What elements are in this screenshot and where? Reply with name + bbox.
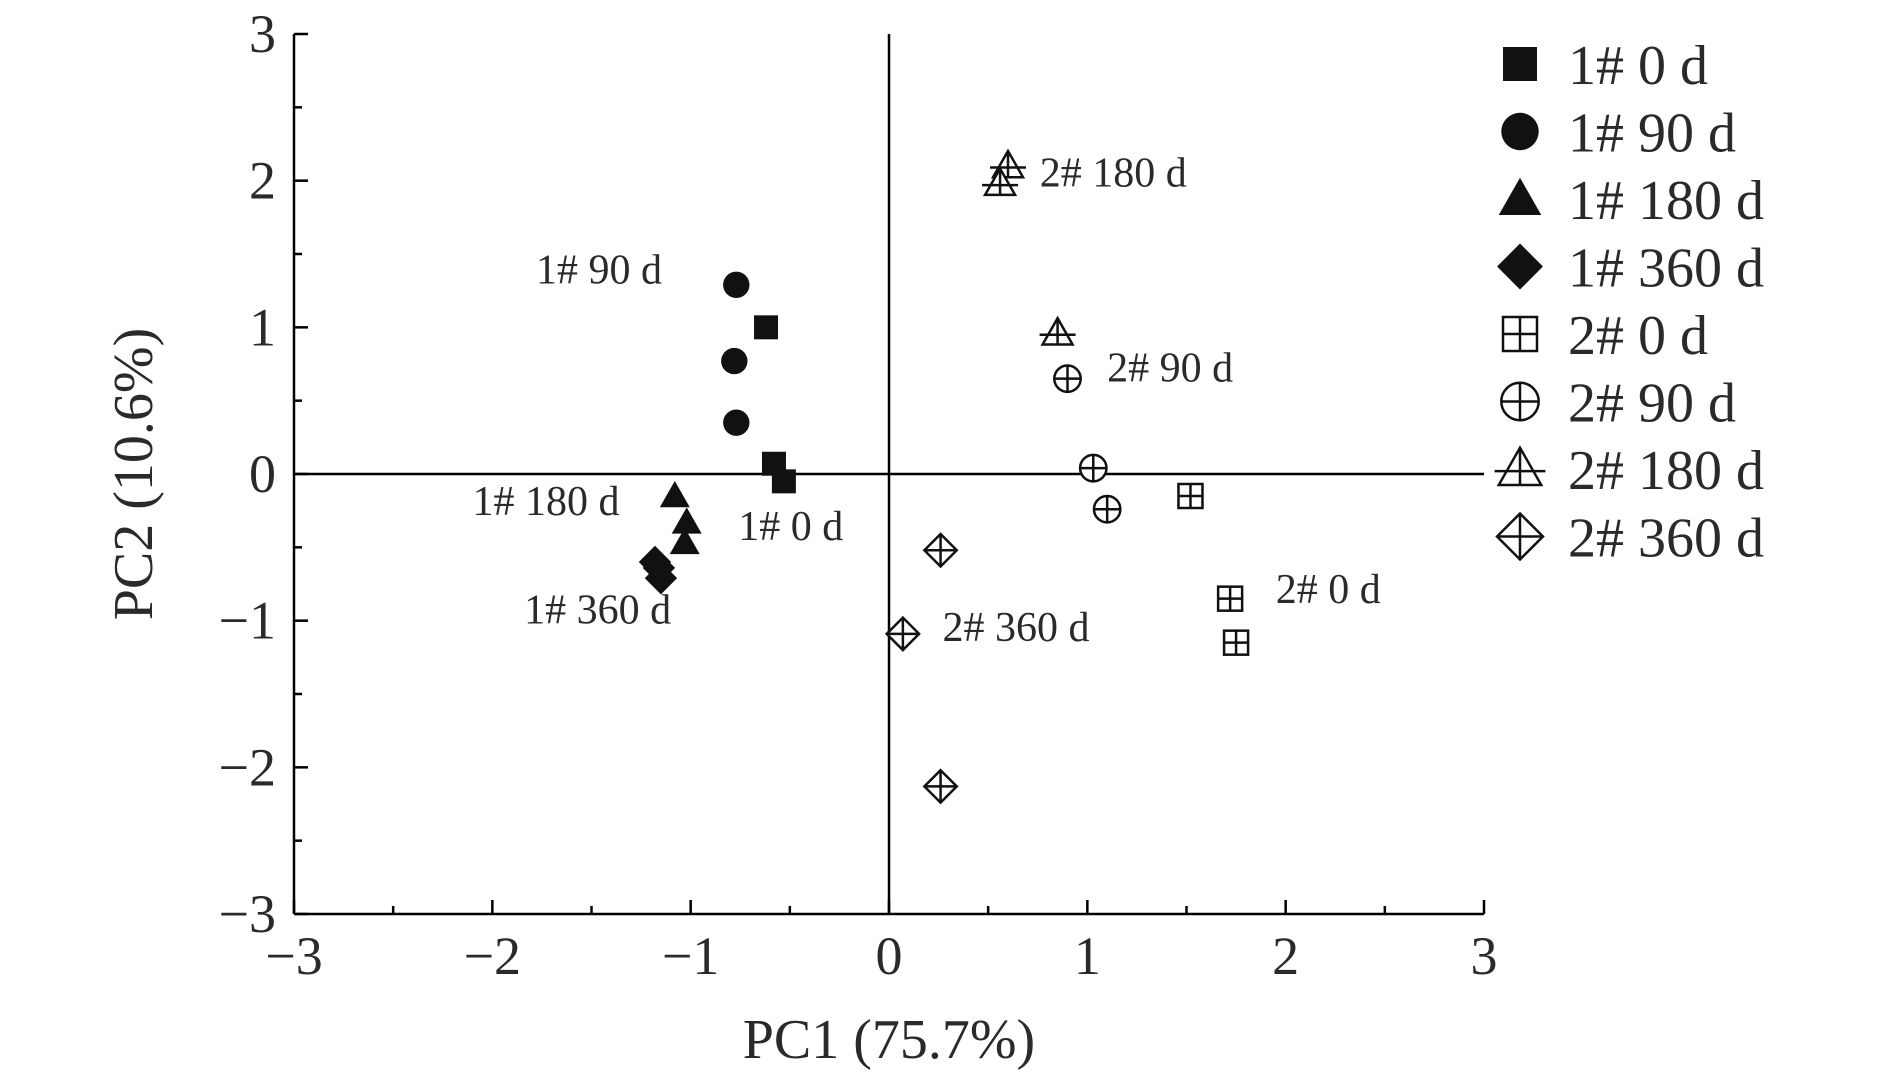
data-point-sample1-circle — [723, 409, 750, 436]
x-tick-label: −1 — [662, 926, 719, 986]
point-annotation: 2# 90 d — [1107, 346, 1233, 392]
data-point-sample1-square — [771, 469, 796, 494]
legend-marker-triangle — [1494, 445, 1546, 487]
data-point-sample2-diamond — [884, 615, 921, 652]
y-tick-label: 0 — [249, 444, 276, 504]
legend-marker-triangle — [1498, 177, 1542, 215]
legend-label: 1# 360 d — [1568, 238, 1764, 300]
data-point-sample2-circle — [1053, 364, 1082, 394]
legend: 1# 0 d1# 90 d1# 180 d1# 360 d2# 0 d2# 90… — [1494, 35, 1764, 570]
legend-marker-circle — [1500, 381, 1540, 422]
legend-label: 2# 0 d — [1568, 305, 1708, 367]
y-tick-label: −1 — [219, 591, 276, 651]
legend-item: 2# 90 d — [1500, 373, 1736, 435]
legend-item: 1# 360 d — [1497, 238, 1764, 300]
legend-marker-square — [1503, 47, 1537, 81]
y-tick-label: −2 — [219, 737, 276, 797]
data-point-sample2-square — [1222, 629, 1250, 656]
legend-item: 2# 360 d — [1495, 508, 1764, 570]
legend-item: 2# 180 d — [1494, 440, 1764, 502]
data-point-sample1-triangle — [671, 507, 702, 534]
x-tick-label: −3 — [265, 926, 322, 986]
data-point-sample1-circle — [723, 271, 750, 298]
x-tick-label: 2 — [1272, 926, 1299, 986]
point-annotation: 1# 0 d — [738, 504, 843, 550]
point-annotations: 1# 90 d 1# 180 d 1# 0 d 1# 360 d 2# 180 d 2# … — [473, 151, 1381, 652]
data-point-sample1-triangle — [659, 481, 690, 508]
legend-label: 1# 0 d — [1568, 35, 1708, 97]
legend-label: 2# 90 d — [1568, 373, 1736, 435]
data-point-sample2-circle — [1092, 494, 1122, 524]
tick-marks — [292, 32, 1486, 916]
x-tick-label: 1 — [1074, 926, 1101, 986]
data-point-sample2-circle — [1078, 453, 1108, 483]
data-point-sample1-square — [754, 315, 779, 340]
point-annotation: 2# 180 d — [1040, 151, 1187, 197]
x-tick-label: 0 — [876, 926, 903, 986]
y-tick-label: −3 — [219, 884, 276, 944]
data-point-sample2-triangle — [990, 148, 1026, 179]
axes — [292, 34, 1484, 916]
data-point-sample2-square — [1216, 585, 1244, 612]
legend-item: 1# 90 d — [1501, 103, 1736, 165]
legend-marker-circle — [1501, 112, 1539, 151]
data-point-sample2-diamond — [922, 768, 959, 805]
point-annotation: 1# 360 d — [524, 588, 671, 634]
y-axis-title: PC2 (10.6%) — [103, 328, 165, 620]
legend-label: 1# 180 d — [1568, 170, 1764, 232]
legend-item: 2# 0 d — [1501, 305, 1708, 367]
point-annotation: 1# 180 d — [473, 479, 620, 525]
data-point-sample1-triangle — [669, 527, 700, 555]
x-axis-title: PC1 (75.7%) — [743, 1009, 1035, 1071]
data-point-sample1-diamond — [644, 561, 678, 595]
point-annotation: 1# 90 d — [536, 247, 662, 293]
point-annotation: 2# 0 d — [1276, 567, 1381, 613]
data-point-sample2-square — [1177, 482, 1204, 510]
y-tick-label: 3 — [249, 4, 276, 64]
legend-marker-square — [1501, 315, 1539, 353]
data-points — [638, 148, 1250, 805]
legend-item: 1# 0 d — [1503, 35, 1708, 97]
legend-item: 1# 180 d — [1498, 170, 1764, 232]
y-tick-label: 2 — [249, 151, 276, 211]
legend-label: 1# 90 d — [1568, 103, 1736, 165]
legend-marker-diamond — [1495, 511, 1545, 562]
point-annotation: 2# 360 d — [943, 605, 1090, 651]
legend-label: 2# 180 d — [1568, 440, 1764, 502]
y-tick-label: 1 — [249, 297, 276, 357]
legend-label: 2# 360 d — [1568, 508, 1764, 570]
data-point-sample1-circle — [721, 347, 748, 375]
tick-labels: −3 −2 −1 0 1 2 3 −3 −2 −1 0 1 2 3 — [219, 4, 1498, 986]
data-point-sample2-triangle — [982, 166, 1019, 197]
x-tick-label: 3 — [1471, 926, 1498, 986]
data-point-sample2-triangle — [1039, 315, 1076, 346]
data-point-sample2-diamond — [922, 532, 959, 569]
x-tick-label: −2 — [464, 926, 521, 986]
legend-marker-diamond — [1497, 243, 1543, 290]
